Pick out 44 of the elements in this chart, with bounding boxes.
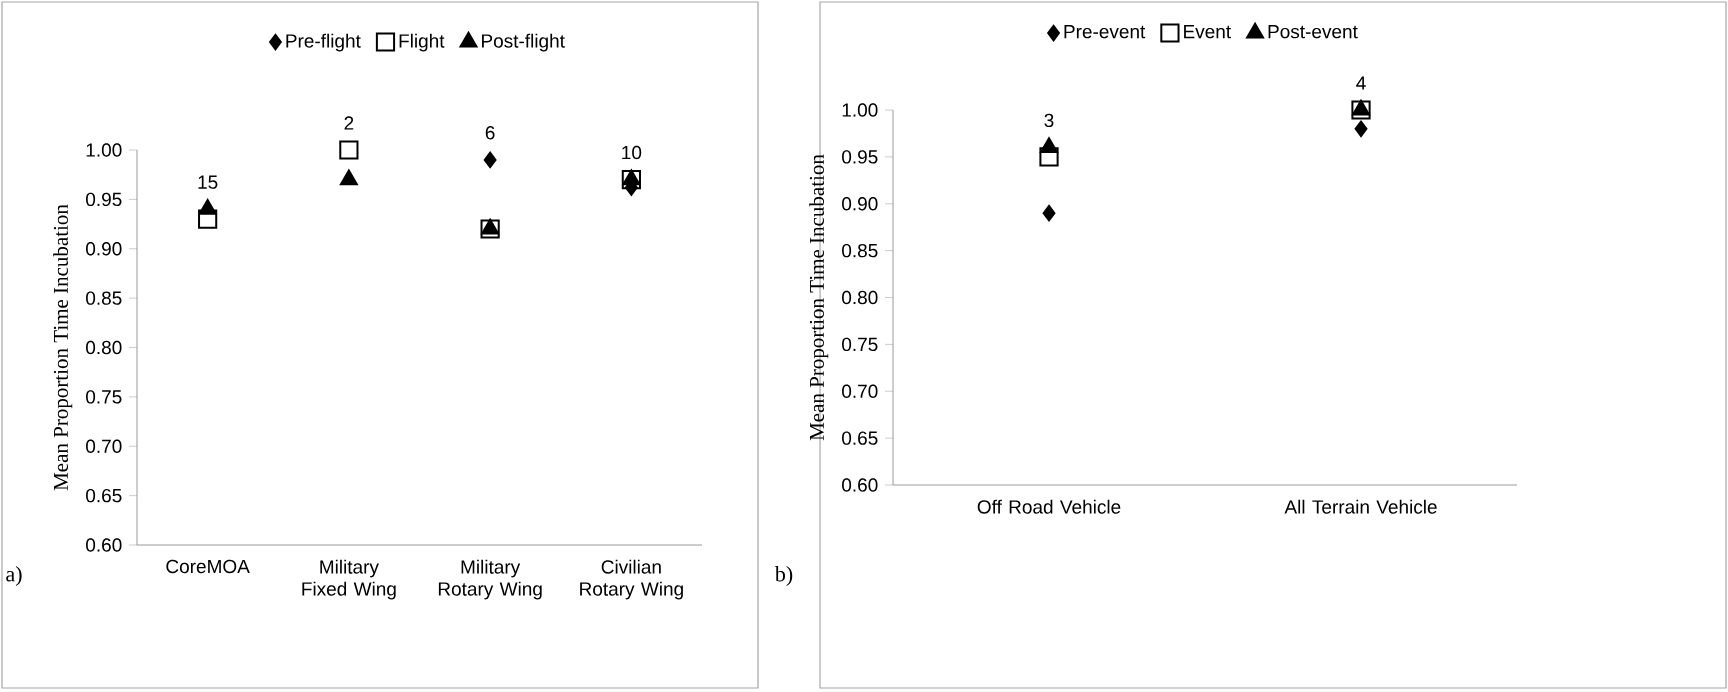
y-tick-label: 1.00: [842, 103, 878, 117]
point: [1039, 147, 1059, 167]
annotation: 10: [622, 145, 642, 160]
text: a): [6, 566, 22, 586]
x-tick-label: All Terrain Vehicle: [1284, 499, 1437, 514]
y-tick-label: 0.65: [842, 431, 878, 445]
y-tick-label: 0.70: [86, 439, 122, 453]
annotation: 3: [1044, 113, 1054, 128]
y-tick-label: 0.70: [842, 384, 878, 398]
y-tick-label: 0.85: [86, 291, 122, 305]
legend-label: Event: [1184, 25, 1231, 39]
annotation: 4: [1356, 76, 1366, 90]
annotation: 2: [344, 116, 354, 130]
text: b): [774, 566, 793, 586]
legend-label: Flight: [399, 33, 445, 52]
y-tick-label: 0.90: [86, 242, 122, 256]
y-tick-label: 0.60: [86, 538, 122, 552]
y-tick-label: 0.95: [86, 192, 122, 207]
y-tick-label: 0.95: [842, 150, 878, 164]
x-tick-label: Military Fixed Wing: [302, 559, 396, 600]
x-tick-label: CoreMOA: [166, 559, 250, 574]
y-tick-label: 0.75: [86, 390, 122, 404]
y-tick-label: 1.00: [86, 143, 122, 157]
x-tick-label: Off Road Vehicle: [977, 499, 1121, 514]
point: [1354, 120, 1368, 137]
y-axis-title: Mean Proportion Time Incubation: [53, 204, 73, 491]
y-tick-label: 0.80: [86, 340, 122, 355]
y-tick-label: 0.75: [842, 337, 878, 352]
point: [1042, 204, 1056, 222]
legend-label: Pre-event: [1064, 25, 1146, 39]
annotation: 15: [198, 175, 218, 189]
y-tick-label: 0.85: [842, 243, 878, 258]
point: [1040, 137, 1058, 154]
legend-label: Post-event: [1268, 25, 1358, 39]
y-axis-title: Mean Proportion Time Incubation: [809, 154, 829, 441]
legend-label: Pre-flight: [286, 33, 361, 52]
y-tick-label: 0.60: [842, 478, 878, 492]
y-tick-label: 0.90: [842, 197, 878, 211]
x-tick-label: Civilian Rotary Wing: [580, 559, 683, 600]
x-tick-label: Military Rotary Wing: [438, 559, 542, 600]
legend-label: Post-flight: [482, 33, 565, 52]
y-tick-label: 0.65: [86, 488, 122, 503]
y-tick-label: 0.80: [842, 290, 878, 305]
annotation: 6: [485, 126, 495, 140]
